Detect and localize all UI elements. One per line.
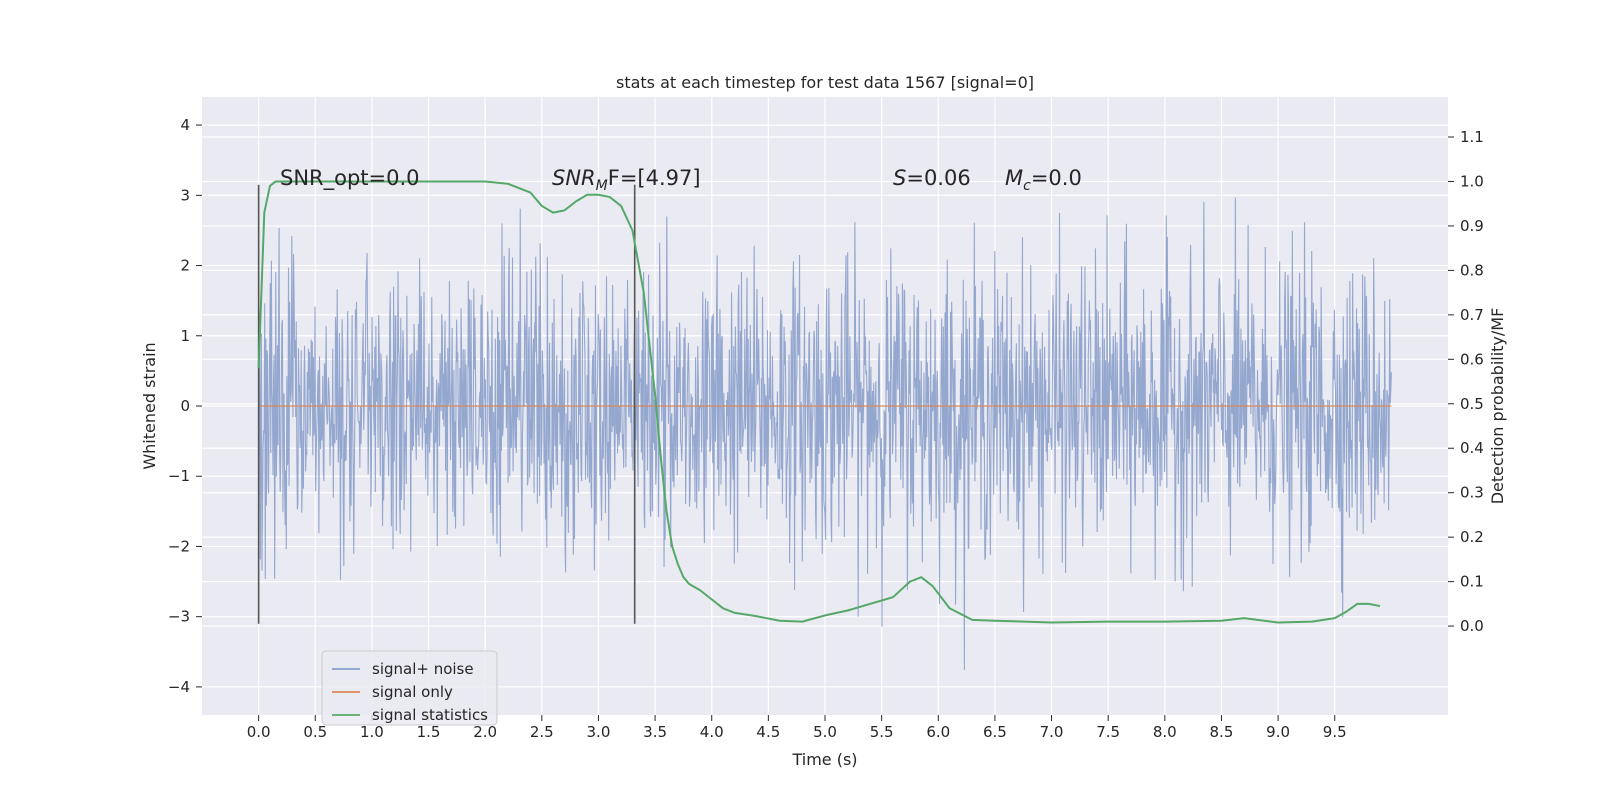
y-tick-label: 2	[180, 257, 190, 275]
tick-layer: 0.0 0.5 1.0 1.5 2.0 2.5 3.0 3.5 4.0 4.5 5.0 5.5 6.0 6…	[168, 116, 1484, 741]
x-tick-label: 5.5	[870, 723, 894, 741]
x-tick-label: 1.5	[417, 723, 441, 741]
x-tick-label: 7.0	[1040, 723, 1064, 741]
y-tick-label: −4	[168, 678, 190, 696]
legend-label: signal+ noise	[372, 660, 474, 678]
y2-tick-label: 0.7	[1460, 306, 1484, 324]
annotation-snr-opt: SNR_opt=0.0	[280, 166, 420, 191]
lines-layer	[257, 180, 1392, 624]
legend-label: signal only	[372, 683, 453, 701]
y2-tick-label: 1.1	[1460, 128, 1484, 146]
annotation-mc-value: =0.0	[1031, 166, 1082, 190]
x-tick-label: 0.0	[247, 723, 271, 741]
y2-tick-label: 0.8	[1460, 261, 1484, 279]
x-tick-label: 5.0	[813, 723, 837, 741]
x-tick-label: 3.5	[643, 723, 667, 741]
x-tick-label: 2.5	[530, 723, 554, 741]
y-axis-label: Whitened strain	[140, 342, 159, 469]
annotation-mc-sub: c	[1023, 178, 1031, 194]
y-tick-label: −1	[168, 467, 190, 485]
y2-tick-label: 0.1	[1460, 573, 1484, 591]
legend: signal+ noise signal only signal statistic…	[321, 650, 498, 726]
y2-tick-label: 0.9	[1460, 217, 1484, 235]
y2-tick-label: 1.0	[1460, 172, 1484, 190]
noise-series	[258, 197, 1392, 671]
x-tick-label: 6.0	[926, 723, 950, 741]
x-tick-label: 2.0	[473, 723, 497, 741]
x-tick-label: 4.5	[756, 723, 780, 741]
x-tick-label: 3.0	[587, 723, 611, 741]
y-tick-label: −2	[168, 537, 190, 555]
annotations: SNR_opt=0.0 SNRMF=[4.97] S=0.06 Mc=0.0	[280, 166, 1082, 194]
annotation-snr-mf-value: F=[4.97]	[608, 166, 701, 190]
legend-label: signal statistics	[372, 706, 488, 724]
y2-axis-label: Detection probability/MF	[1488, 308, 1507, 505]
y2-tick-label: 0.6	[1460, 350, 1484, 368]
y-tick-label: −3	[168, 608, 190, 626]
annotation-mc: Mc=0.0	[1005, 166, 1082, 194]
x-tick-label: 6.5	[983, 723, 1007, 741]
x-axis-label: Time (s)	[791, 750, 857, 769]
annotation-snr-mf-sub: M	[596, 178, 608, 194]
y-tick-label: 4	[180, 116, 190, 134]
series-line-signal-statistics	[257, 180, 1381, 624]
annotation-snr-mf: SNRMF=[4.97]	[552, 166, 701, 194]
x-tick-label: 9.0	[1266, 723, 1290, 741]
chart-title: stats at each timestep for test data 156…	[616, 73, 1034, 92]
x-tick-label: 7.5	[1096, 723, 1120, 741]
x-tick-label: 9.5	[1323, 723, 1347, 741]
annotation-s-italic: S	[893, 166, 906, 190]
y2-tick-label: 0.5	[1460, 395, 1484, 413]
y2-tick-label: 0.3	[1460, 484, 1484, 502]
x-tick-label: 4.0	[700, 723, 724, 741]
y-tick-label: 3	[180, 186, 190, 204]
x-tick-label: 8.0	[1153, 723, 1177, 741]
x-tick-label: 0.5	[303, 723, 327, 741]
legend-entries: signal+ noise signal only signal statistic…	[332, 660, 488, 724]
y2-tick-label: 0.0	[1460, 617, 1484, 635]
y-tick-label: 0	[180, 397, 190, 415]
annotation-s: S=0.06	[893, 166, 971, 190]
x-tick-label: 1.0	[360, 723, 384, 741]
x-tick-label: 8.5	[1210, 723, 1234, 741]
legend-box	[321, 650, 498, 726]
y-tick-label: 1	[180, 327, 190, 345]
annotation-snr-mf-italic: SNR	[552, 166, 596, 190]
series-line-signal-noise	[258, 197, 1392, 671]
annotation-s-value: =0.06	[906, 166, 970, 190]
annotation-mc-italic: M	[1005, 166, 1023, 190]
y2-tick-label: 0.2	[1460, 528, 1484, 546]
y2-tick-label: 0.4	[1460, 439, 1484, 457]
